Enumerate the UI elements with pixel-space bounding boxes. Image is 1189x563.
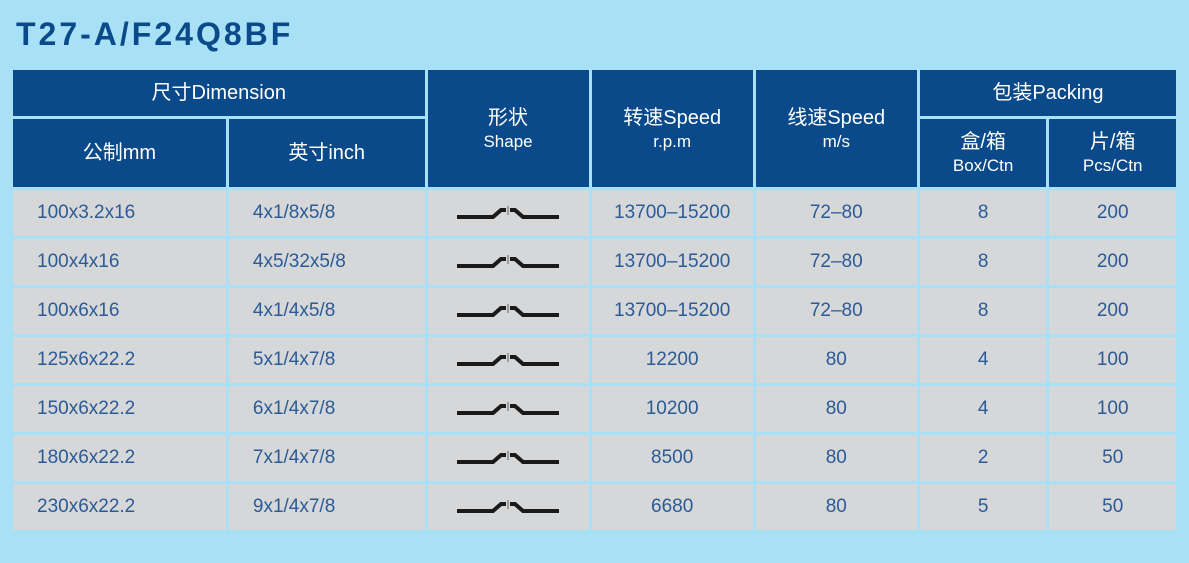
- cell-pcs: 100: [1049, 386, 1176, 432]
- cell-box: 4: [920, 386, 1047, 432]
- header-row-1: 尺寸Dimension 形状 Shape 转速Speed r.p.m 线速Spe…: [13, 70, 1176, 116]
- cell-rpm: 12200: [592, 337, 753, 383]
- cell-box: 8: [920, 239, 1047, 285]
- cell-mm: 100x4x16: [13, 239, 226, 285]
- cell-pcs: 100: [1049, 337, 1176, 383]
- cell-rpm: 6680: [592, 484, 753, 530]
- cell-shape: [428, 288, 589, 334]
- cell-rpm: 13700–15200: [592, 239, 753, 285]
- cell-inch: 4x1/4x5/8: [229, 288, 425, 334]
- header-shape-en: Shape: [432, 131, 585, 153]
- header-inch: 英寸inch: [229, 119, 425, 187]
- cell-inch: 4x5/32x5/8: [229, 239, 425, 285]
- table-row: 125x6x22.25x1/4x7/8 12200804100: [13, 337, 1176, 383]
- cell-shape: [428, 190, 589, 236]
- cell-inch: 4x1/8x5/8: [229, 190, 425, 236]
- cell-pcs: 200: [1049, 288, 1176, 334]
- cell-ms: 80: [756, 484, 917, 530]
- cell-box: 8: [920, 190, 1047, 236]
- cell-mm: 230x6x22.2: [13, 484, 226, 530]
- cell-mm: 100x3.2x16: [13, 190, 226, 236]
- header-rpm: 转速Speed r.p.m: [592, 70, 753, 187]
- table-row: 100x3.2x164x1/8x5/8 13700–1520072–808200: [13, 190, 1176, 236]
- header-box-ctn-en: Box/Ctn: [924, 155, 1043, 177]
- header-shape-cn: 形状: [488, 107, 528, 129]
- cell-mm: 100x6x16: [13, 288, 226, 334]
- cell-mm: 125x6x22.2: [13, 337, 226, 383]
- cell-ms: 72–80: [756, 288, 917, 334]
- cell-rpm: 10200: [592, 386, 753, 432]
- cell-inch: 9x1/4x7/8: [229, 484, 425, 530]
- cell-shape: [428, 435, 589, 481]
- cell-ms: 80: [756, 386, 917, 432]
- header-pcs-ctn-en: Pcs/Ctn: [1053, 155, 1172, 177]
- cell-ms: 72–80: [756, 239, 917, 285]
- cell-mm: 180x6x22.2: [13, 435, 226, 481]
- header-box-ctn-cn: 盒/箱: [960, 131, 1006, 153]
- cell-ms: 80: [756, 435, 917, 481]
- header-ms: 线速Speed m/s: [756, 70, 917, 187]
- table-row: 100x4x164x5/32x5/8 13700–1520072–808200: [13, 239, 1176, 285]
- table-row: 100x6x164x1/4x5/8 13700–1520072–808200: [13, 288, 1176, 334]
- product-title: T27-A/F24Q8BF: [10, 10, 1179, 67]
- cell-inch: 6x1/4x7/8: [229, 386, 425, 432]
- cell-ms: 80: [756, 337, 917, 383]
- header-rpm-label: 转速Speed: [623, 107, 721, 129]
- header-rpm-unit: r.p.m: [596, 131, 749, 153]
- cell-rpm: 8500: [592, 435, 753, 481]
- header-pcs-ctn-cn: 片/箱: [1090, 131, 1136, 153]
- header-dimension: 尺寸Dimension: [13, 70, 425, 116]
- header-box-ctn: 盒/箱 Box/Ctn: [920, 119, 1047, 187]
- cell-shape: [428, 337, 589, 383]
- cell-box: 8: [920, 288, 1047, 334]
- header-shape: 形状 Shape: [428, 70, 589, 187]
- header-mm: 公制mm: [13, 119, 226, 187]
- table-row: 180x6x22.27x1/4x7/8 850080250: [13, 435, 1176, 481]
- cell-box: 5: [920, 484, 1047, 530]
- header-ms-unit: m/s: [760, 131, 913, 153]
- cell-ms: 72–80: [756, 190, 917, 236]
- header-packing: 包装Packing: [920, 70, 1176, 116]
- cell-pcs: 50: [1049, 435, 1176, 481]
- spec-table: 尺寸Dimension 形状 Shape 转速Speed r.p.m 线速Spe…: [10, 67, 1179, 533]
- cell-pcs: 200: [1049, 190, 1176, 236]
- cell-rpm: 13700–15200: [592, 190, 753, 236]
- cell-pcs: 200: [1049, 239, 1176, 285]
- cell-box: 2: [920, 435, 1047, 481]
- cell-shape: [428, 484, 589, 530]
- cell-shape: [428, 239, 589, 285]
- header-pcs-ctn: 片/箱 Pcs/Ctn: [1049, 119, 1176, 187]
- cell-shape: [428, 386, 589, 432]
- header-ms-label: 线速Speed: [787, 107, 885, 129]
- table-row: 150x6x22.26x1/4x7/8 10200804100: [13, 386, 1176, 432]
- cell-pcs: 50: [1049, 484, 1176, 530]
- cell-inch: 7x1/4x7/8: [229, 435, 425, 481]
- cell-rpm: 13700–15200: [592, 288, 753, 334]
- cell-inch: 5x1/4x7/8: [229, 337, 425, 383]
- cell-mm: 150x6x22.2: [13, 386, 226, 432]
- cell-box: 4: [920, 337, 1047, 383]
- table-row: 230x6x22.29x1/4x7/8 668080550: [13, 484, 1176, 530]
